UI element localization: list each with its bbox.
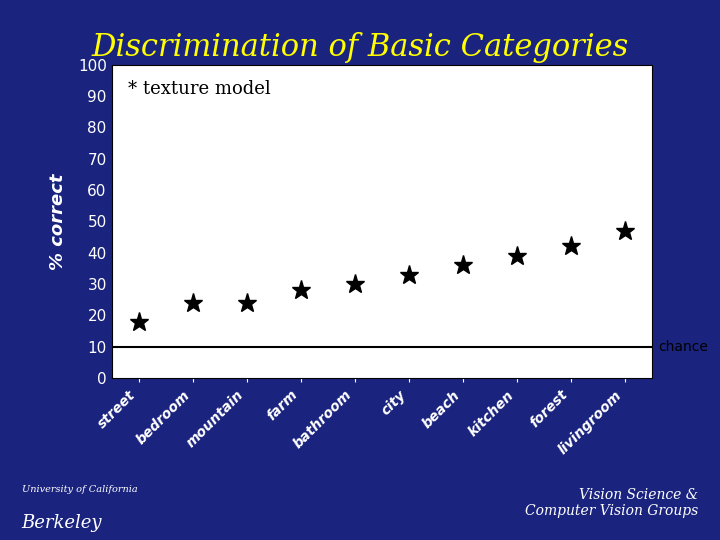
Text: Berkeley: Berkeley — [22, 514, 102, 532]
Text: Vision Science &
Computer Vision Groups: Vision Science & Computer Vision Groups — [525, 488, 698, 518]
Text: University of California: University of California — [22, 485, 138, 494]
Y-axis label: % correct: % correct — [49, 173, 67, 269]
Text: * texture model: * texture model — [128, 80, 271, 98]
Text: Discrimination of Basic Categories: Discrimination of Basic Categories — [91, 32, 629, 63]
Text: chance: chance — [659, 340, 708, 354]
